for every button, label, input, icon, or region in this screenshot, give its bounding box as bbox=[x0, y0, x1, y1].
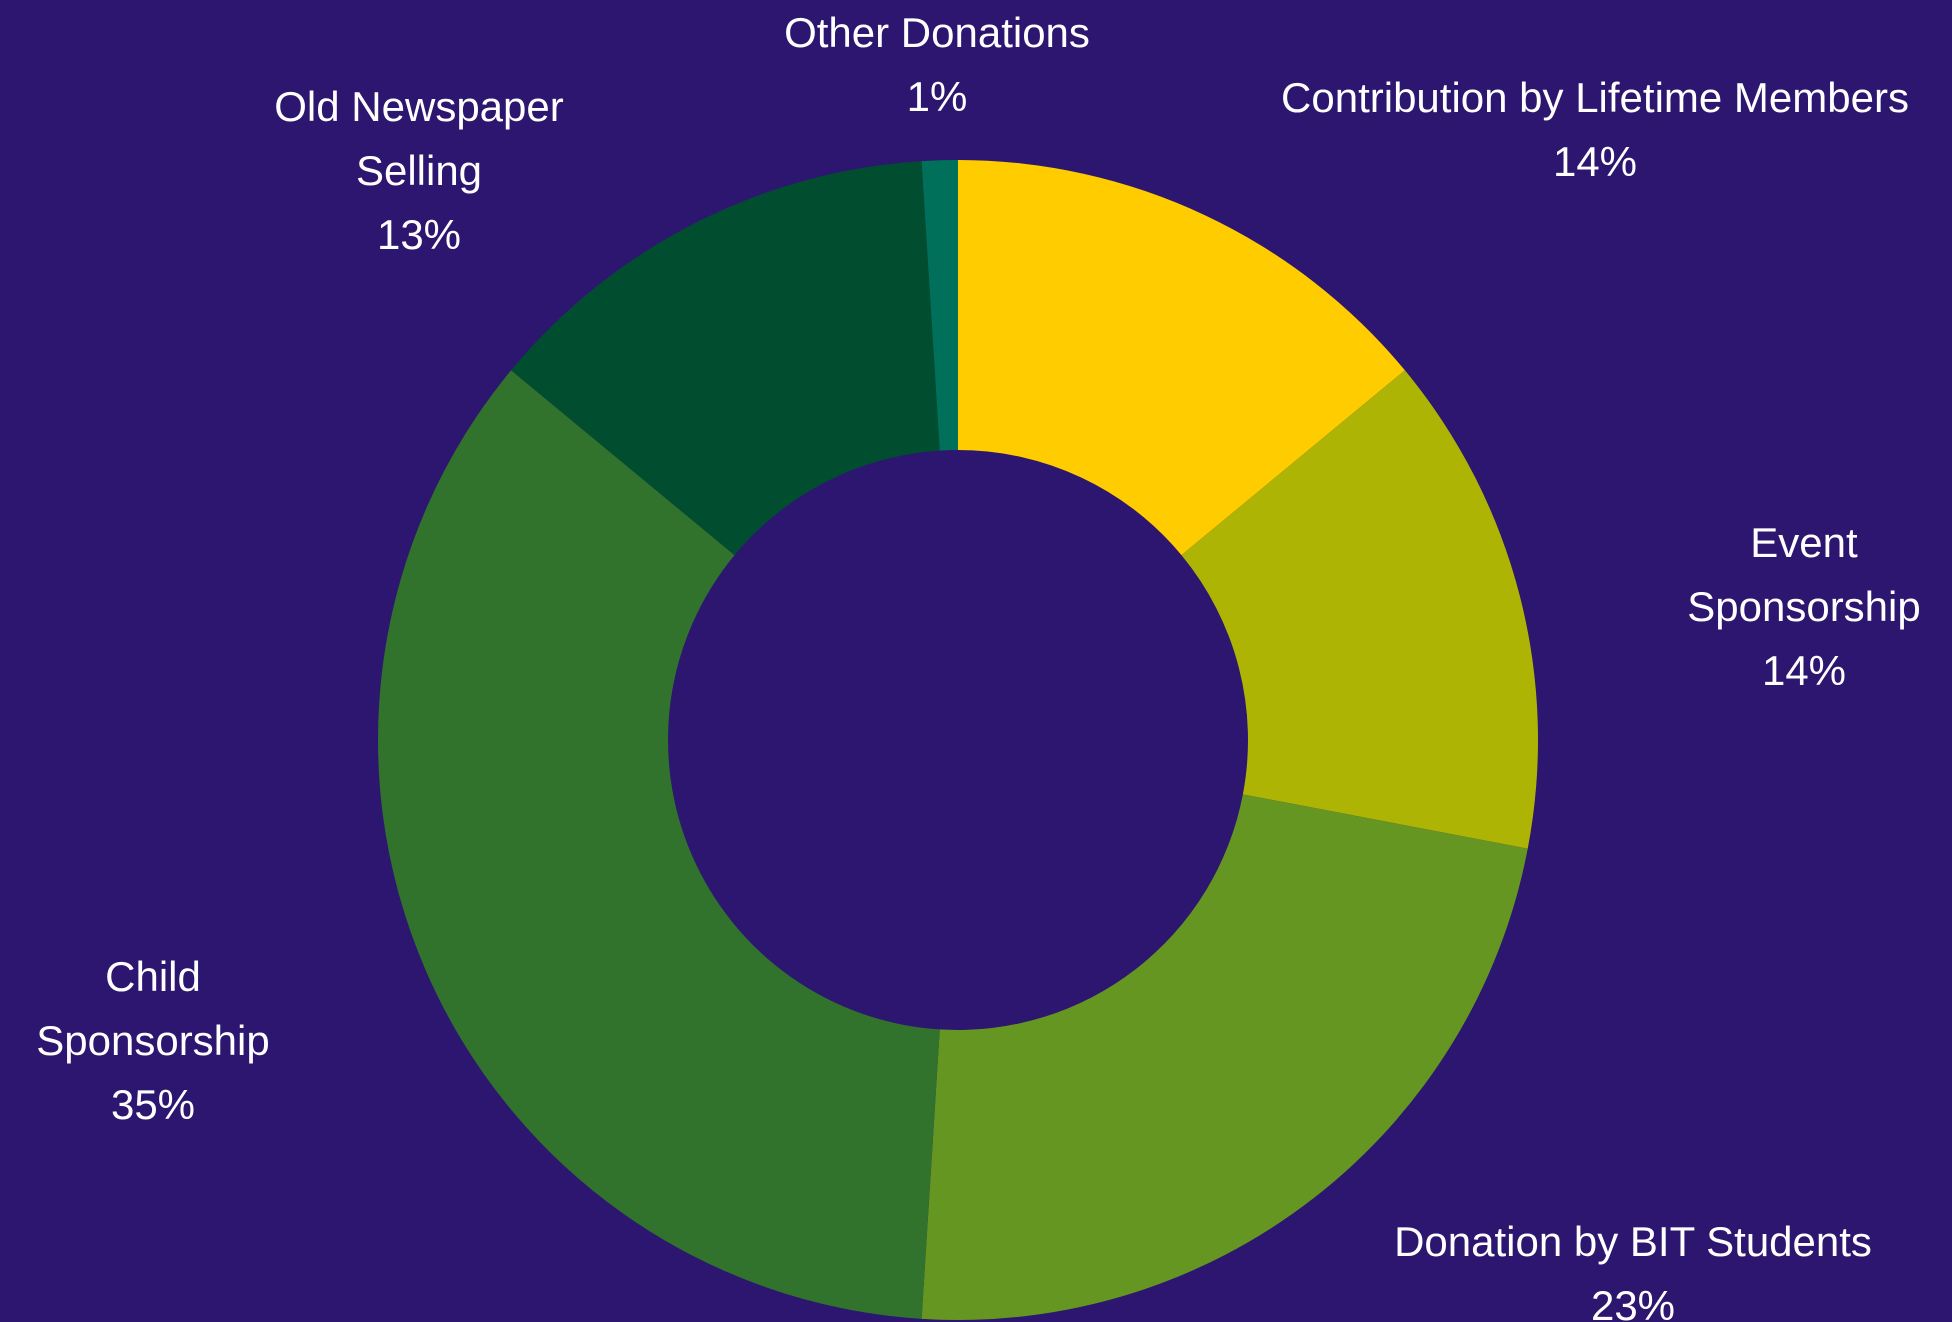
slice-category: Sponsorship bbox=[36, 1017, 269, 1064]
slice-labels: Contribution by Lifetime Members 14%Event… bbox=[36, 9, 1920, 1322]
slice-category: Old Newspaper bbox=[274, 83, 563, 130]
donut-slice bbox=[377, 370, 940, 1319]
slice-percent: 1% bbox=[907, 73, 968, 120]
donut-slice bbox=[1181, 370, 1538, 849]
slice-category: Child bbox=[105, 953, 201, 1000]
donut-slice bbox=[511, 161, 940, 556]
slice-category: Other Donations bbox=[784, 9, 1090, 56]
slice-label: Old Newspaper Selling 13% bbox=[274, 83, 563, 258]
slice-percent: 13% bbox=[377, 211, 461, 258]
slice-label: Child Sponsorship 35% bbox=[36, 953, 269, 1128]
donut-slice bbox=[921, 794, 1528, 1320]
slice-category: Event bbox=[1750, 519, 1858, 566]
donut-slice bbox=[958, 160, 1405, 556]
slice-label: Contribution by Lifetime Members 14% bbox=[1281, 74, 1909, 185]
donut-slice bbox=[921, 160, 958, 451]
slice-percent: 35% bbox=[111, 1081, 195, 1128]
slice-label: Donation by BIT Students 23% bbox=[1394, 1218, 1872, 1322]
slice-label: Other Donations 1% bbox=[784, 9, 1090, 120]
slice-category: Donation by BIT Students bbox=[1394, 1218, 1872, 1265]
slice-label: Event Sponsorship 14% bbox=[1687, 519, 1920, 694]
slice-category: Contribution by Lifetime Members bbox=[1281, 74, 1909, 121]
donut-slices bbox=[377, 160, 1538, 1320]
slice-percent: 14% bbox=[1762, 647, 1846, 694]
slice-category: Sponsorship bbox=[1687, 583, 1920, 630]
slice-percent: 14% bbox=[1553, 138, 1637, 185]
slice-category: Selling bbox=[356, 147, 482, 194]
slice-percent: 23% bbox=[1591, 1282, 1675, 1322]
